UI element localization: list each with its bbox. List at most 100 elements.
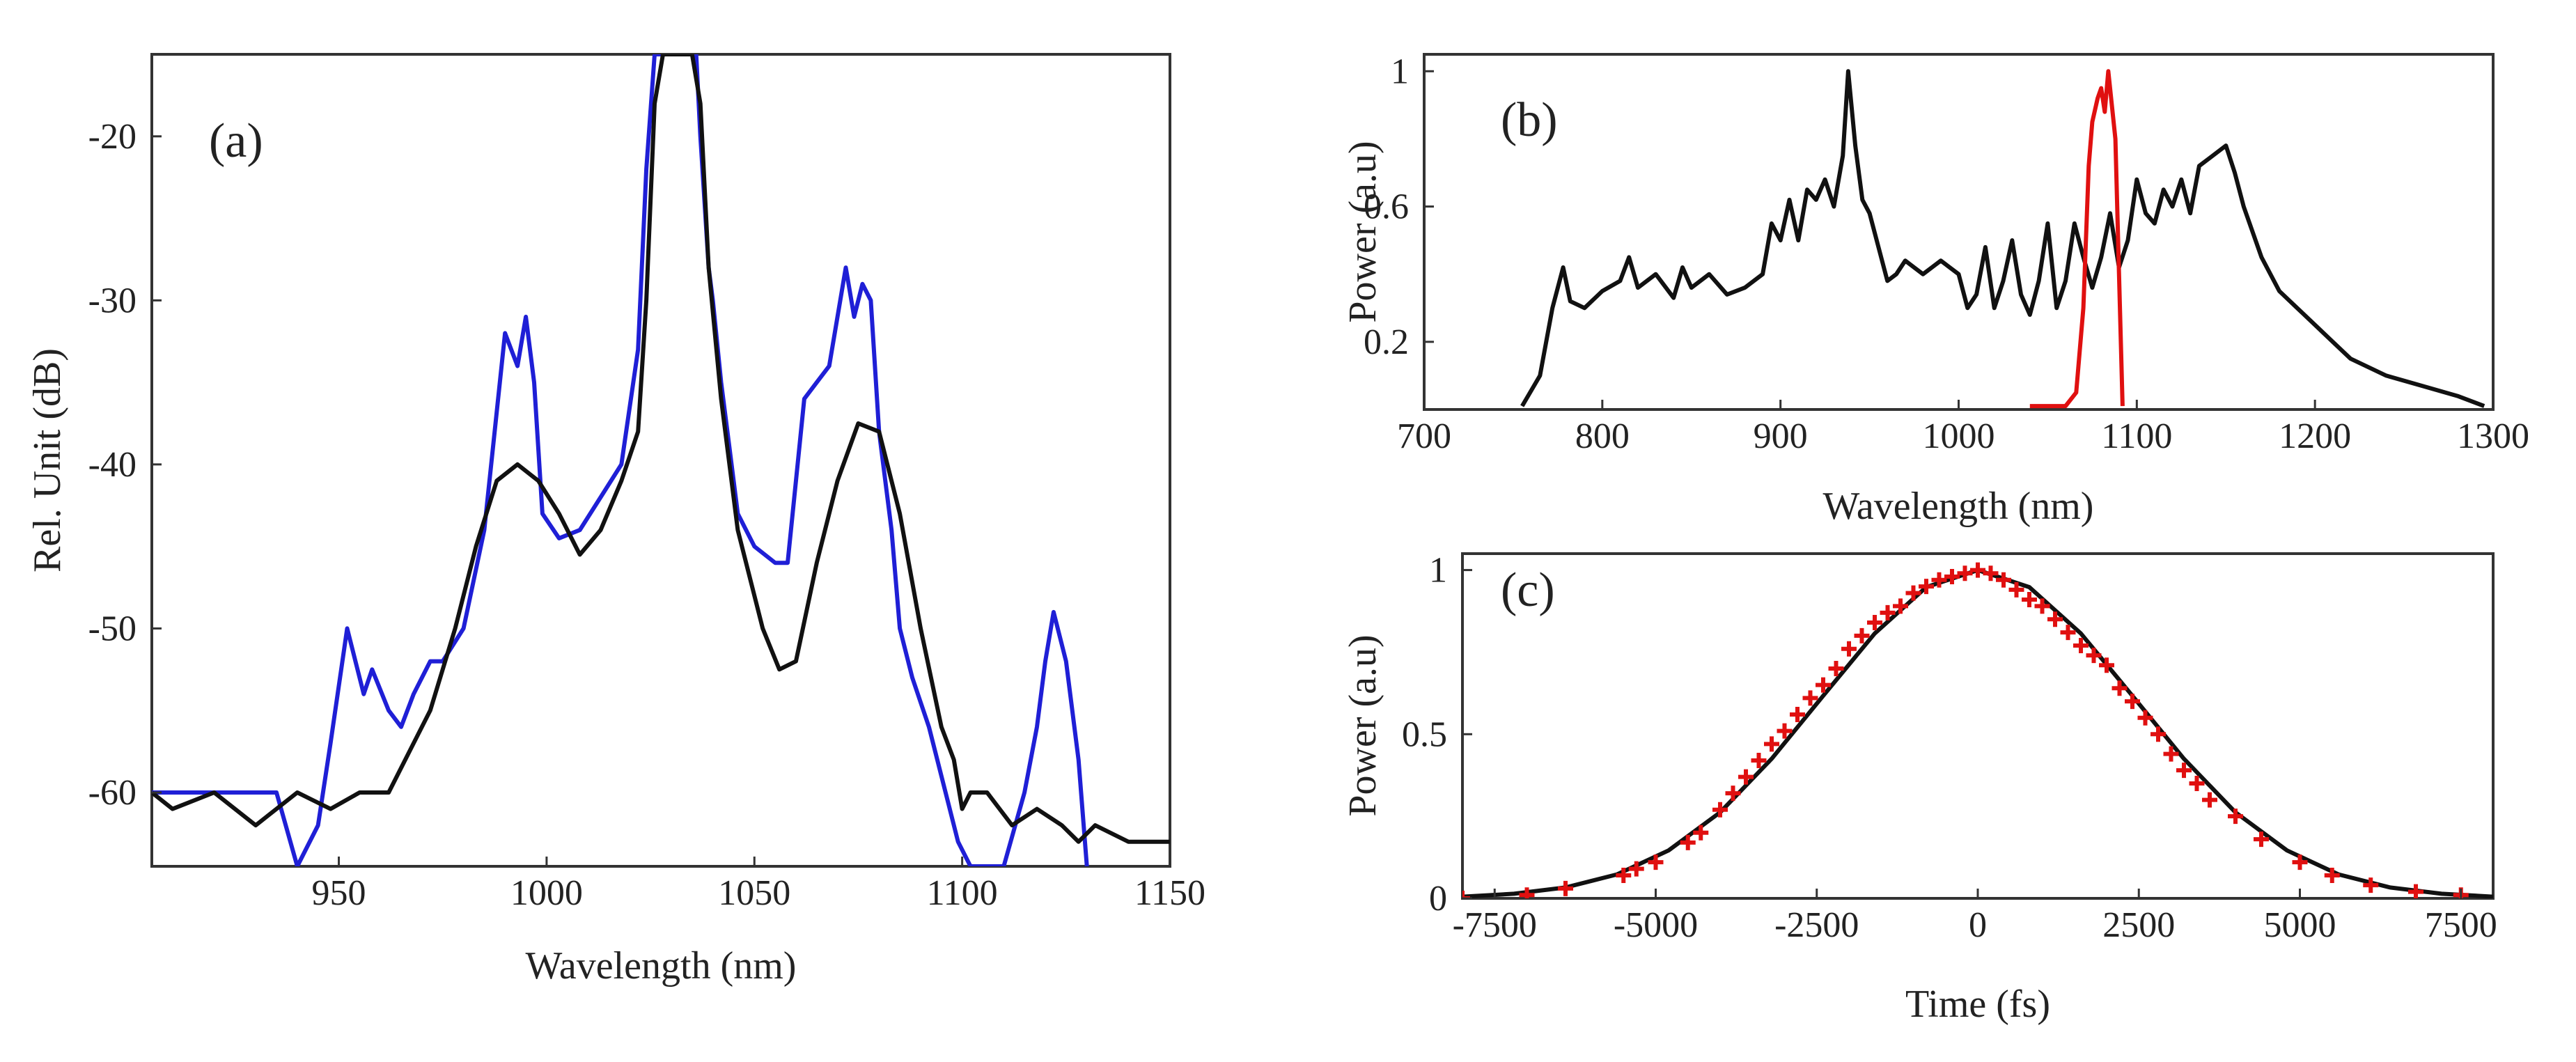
panel-b-xlabel: Wavelength (nm) [1823,485,2094,528]
panel-c-label: (c) [1501,563,1555,617]
panel-a-xtick-label: 950 [312,873,366,913]
panel-a-xtick-label: 1100 [927,873,998,913]
panel-c-data-point [1751,753,1767,768]
panel-c-data-point [1712,802,1728,818]
panel-c-data-point [1880,604,1896,620]
panel-a-xlabel: Wavelength (nm) [526,944,797,987]
panel-c-data-point [1893,598,1908,614]
panel-a-ytick-label: -40 [88,445,136,485]
panel-a-xtick-label: 1050 [718,873,790,913]
panel-b-xtick-label: 1200 [2279,416,2351,456]
panel-c-data-point [1957,565,1973,581]
panel-c-data-point [2202,792,2217,808]
panel-c-data-point [2254,831,2269,848]
panel-c-data-point [2228,809,2243,825]
panel-c-fit-line [1462,568,2493,898]
panel-c-data-point [1970,562,1985,578]
panel-a-ytick-label: -60 [88,773,136,813]
panel-b-xtick-label: 1100 [2101,416,2172,456]
panel-a-xtick-label: 1000 [510,873,583,913]
panel-c-data-point [2034,598,2050,614]
panel-c-xtick-label: 0 [1969,905,1987,945]
panel-c-data-point [1996,572,2011,588]
panel-c-ytick-label: 1 [1429,551,1447,591]
panel-b-ytick-label: 0.2 [1364,322,1409,362]
panel-c-data-point [2060,625,2076,641]
panel-c-data-point [2292,854,2308,870]
panel-c-xlabel: Time (fs) [1905,983,2050,1026]
panel-c-data-point [2150,726,2166,742]
panel-c-data-point [1867,615,1882,630]
panel-b-label: (b) [1501,93,1558,147]
panel-c-data-point [2137,710,2153,726]
panel-a-frame [150,53,1171,868]
panel-c-data-point [1680,834,1696,850]
panel-a-ytick-label: -20 [88,117,136,157]
panel-c-data-point [1628,861,1644,877]
panel-c-xtick-label: -7500 [1453,905,1537,945]
panel-c-ytick-label: 0.5 [1402,714,1447,754]
panel-c-data-point [2125,694,2140,710]
panel-c-data-point [2111,680,2128,696]
panel-b-xtick-label: 800 [1575,416,1630,456]
panel-c-data-point [1905,585,1921,601]
panel-c-data-point [1558,880,1573,896]
panel-c-data-point [2363,877,2379,893]
panel-b-series-line-1 [1520,69,2485,408]
panel-c-ylabel: Power (a.u) [1341,634,1384,816]
panel-c-data-point [1919,579,1934,595]
panel-b-ytick-label: 1 [1391,52,1409,91]
panel-c-data-point [2047,611,2063,627]
panel-b-xtick-label: 1300 [2457,416,2529,456]
panel-c-xtick-label: -5000 [1614,905,1698,945]
panel-a-series-line-2 [152,54,1170,844]
panel-c-data-point [1828,661,1844,676]
panel-c-xtick-label: -2500 [1774,905,1859,945]
panel-b-spectrum-linear: 700 800 900 1000 1100 1200 1300 0.2 0.6 1 (b) Wav… [1341,52,2529,528]
panel-c-data-point [2086,648,2102,664]
panel-c-data-point [2189,776,2205,791]
panel-c-data-point [1854,627,1870,643]
panel-a-ytick-label: -30 [88,281,136,320]
panel-c-data-point [1802,690,1818,706]
panel-b-ylabel: Power (a.u) [1341,141,1384,322]
panel-b-xtick-label: 700 [1397,416,1451,456]
panel-c-data-point [1693,825,1709,841]
panel-a-label: (a) [209,114,263,168]
panel-c-data-point [1931,572,1947,588]
panel-c-frame [1461,552,2495,900]
panel-c-data-point [2408,884,2423,898]
panel-c-pulse-autocorrelation: -7500 -5000 -2500 0 2500 5000 7500 0 0.5 1 (c) Ti… [1341,551,2497,1026]
panel-c-data-point [1816,677,1831,693]
panel-c-data-point [2099,657,2114,673]
panel-c-data-point [1725,786,1741,802]
panel-a-ylabel: Rel. Unit (dB) [26,348,69,572]
panel-c-data-point [2163,746,2179,762]
panel-c-data-point [2022,592,2037,607]
panel-c-data-point [2324,868,2340,883]
panel-c-xtick-label: 7500 [2425,905,2497,945]
panel-c-ytick-label: 0 [1429,879,1447,919]
panel-b-frame [1423,53,2495,411]
panel-c-data-point [1616,868,1632,883]
panel-c-data-point [1983,565,1999,581]
panel-c-xtick-label: 5000 [2264,905,2336,945]
panel-c-data-point [2073,638,2089,653]
panel-a-ytick-label: -50 [88,609,136,648]
panel-c-data-point [2176,763,2192,779]
panel-c-data-point [1648,854,1664,870]
panel-c-data-point [1764,736,1779,752]
panel-a-spectrum-db: 950 1000 1050 1100 1150 -20 -30 -40 -50 -60 (a) W… [26,53,1205,987]
panel-b-ytick-label: 0.6 [1364,187,1409,227]
panel-c-data-point [1519,887,1535,898]
panel-a-xtick-label: 1150 [1134,873,1205,913]
panel-c-xtick-label: 2500 [2102,905,2175,945]
panel-c-data-point [1841,641,1857,657]
panel-c-data-point [1790,707,1805,722]
panel-c-data-point [1738,769,1754,785]
panel-c-data-point [2008,581,2024,598]
panel-c-data-point [1944,569,1960,584]
panel-b-xtick-label: 900 [1754,416,1808,456]
panel-b-xtick-label: 1000 [1923,416,1995,456]
